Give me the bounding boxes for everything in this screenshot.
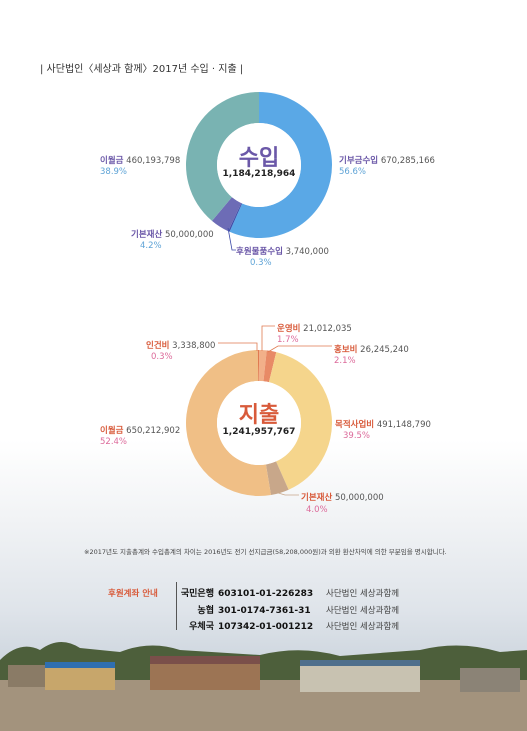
income-hole [217, 123, 301, 207]
expense-leader-pr [267, 345, 332, 353]
account-divider [176, 582, 177, 630]
income-label-endowment: 기본재산 50,000,000 [131, 230, 214, 240]
expense-pct-carryover: 52.4% [100, 437, 128, 447]
income-slice-2 [211, 197, 242, 232]
expense-leader-endowment [274, 491, 299, 496]
account-row: 우체국 107342-01-001212 사단법인 세상과함께 [189, 622, 400, 632]
expense-pct-project: 39.5% [343, 431, 371, 441]
income-label-donation: 기부금수입 670,285,166 [339, 156, 435, 166]
expense-label-project: 목적사업비 491,148,790 [335, 420, 431, 430]
expense-total: 1,241,957,767 [222, 427, 296, 437]
footnote: ※2017년도 지출총계와 수입총계의 차이는 2016년도 전기 선지급금(5… [84, 548, 447, 556]
expense-label-endowment: 기본재산 50,000,000 [301, 493, 384, 503]
income-pct-carryover: 38.9% [100, 167, 128, 177]
expense-slice-5 [257, 350, 259, 382]
income-slice-0 [229, 92, 332, 238]
income-label-goods: 후원물품수입 3,740,000 [236, 247, 329, 257]
account-row: 농협 301-0174-7361-31 사단법인 세상과함께 [197, 606, 400, 616]
expense-pct-operation: 1.7% [277, 335, 299, 345]
expense-slice-0 [259, 350, 267, 382]
income-pct-endowment: 4.2% [140, 241, 162, 251]
expense-center-title: 지출 [238, 403, 280, 428]
income-total: 1,184,218,964 [222, 169, 296, 179]
page-title: | 사단법인〈세상과 함께〉2017년 수입 · 지출 | [40, 64, 244, 75]
expense-pct-pr: 2.1% [334, 356, 356, 366]
expense-pct-endowment: 4.0% [306, 505, 328, 515]
expense-label-operation: 운영비 21,012,035 [277, 324, 352, 334]
income-label-carryover: 이월금 460,193,798 [100, 156, 181, 166]
expense-pct-salary: 0.3% [151, 352, 173, 362]
expense-slice-3 [265, 461, 289, 496]
income-slice-3 [186, 92, 259, 221]
expense-slice-1 [263, 350, 277, 383]
income-pct-donation: 56.6% [339, 167, 367, 177]
donation-account-label: 후원계좌 안내 [108, 589, 158, 599]
income-center-title: 수입 [238, 146, 280, 171]
expense-leader-salary [218, 342, 258, 351]
expense-slice-2 [268, 352, 332, 490]
expense-label-pr: 홍보비 26,245,240 [334, 345, 409, 355]
income-leader-goods [227, 227, 236, 251]
expense-hole [217, 381, 301, 465]
expense-leader-operation [261, 325, 275, 351]
expense-label-salary: 인건비 3,338,800 [146, 341, 216, 351]
account-row: 국민은행 603101-01-226283 사단법인 세상과함께 [180, 589, 400, 599]
income-slice-1 [228, 203, 243, 232]
expense-label-carryover: 이월금 650,212,902 [100, 426, 181, 436]
expense-slice-4 [186, 350, 271, 496]
income-pct-goods: 0.3% [250, 258, 272, 268]
